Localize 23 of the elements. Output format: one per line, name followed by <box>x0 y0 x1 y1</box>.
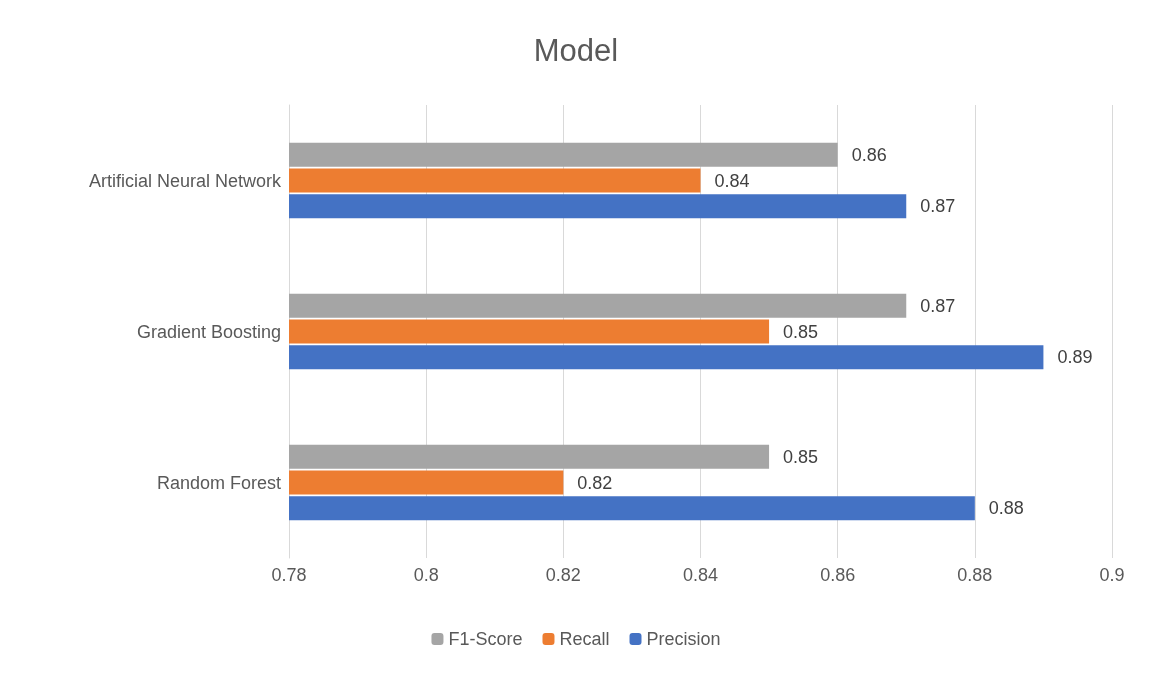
y-tick-label: Gradient Boosting <box>136 321 281 342</box>
x-tick-label: 0.8 <box>413 565 439 585</box>
data-label: 0.87 <box>920 295 956 316</box>
data-label: 0.86 <box>851 144 887 165</box>
data-label: 0.85 <box>783 321 819 342</box>
legend-label: F1-Score <box>448 629 523 649</box>
y-tick-label: Random Forest <box>156 472 281 493</box>
legend-label: Precision <box>646 629 721 649</box>
data-label: 0.88 <box>988 498 1024 519</box>
x-tick-label: 0.78 <box>271 565 307 585</box>
x-tick-label: 0.82 <box>545 565 581 585</box>
x-tick-label: 0.9 <box>1099 565 1125 585</box>
y-tick-label: Artificial Neural Network <box>88 170 282 191</box>
data-label: 0.84 <box>714 170 750 191</box>
data-label: 0.82 <box>577 472 613 493</box>
data-label: 0.89 <box>1057 347 1093 368</box>
x-tick-label: 0.84 <box>682 565 719 585</box>
legend-label: Recall <box>559 629 610 649</box>
chart-title: Model <box>533 33 619 68</box>
data-label: 0.87 <box>920 196 956 217</box>
data-label: 0.85 <box>783 446 819 467</box>
x-tick-label: 0.88 <box>957 565 993 585</box>
x-tick-label: 0.86 <box>820 565 856 585</box>
